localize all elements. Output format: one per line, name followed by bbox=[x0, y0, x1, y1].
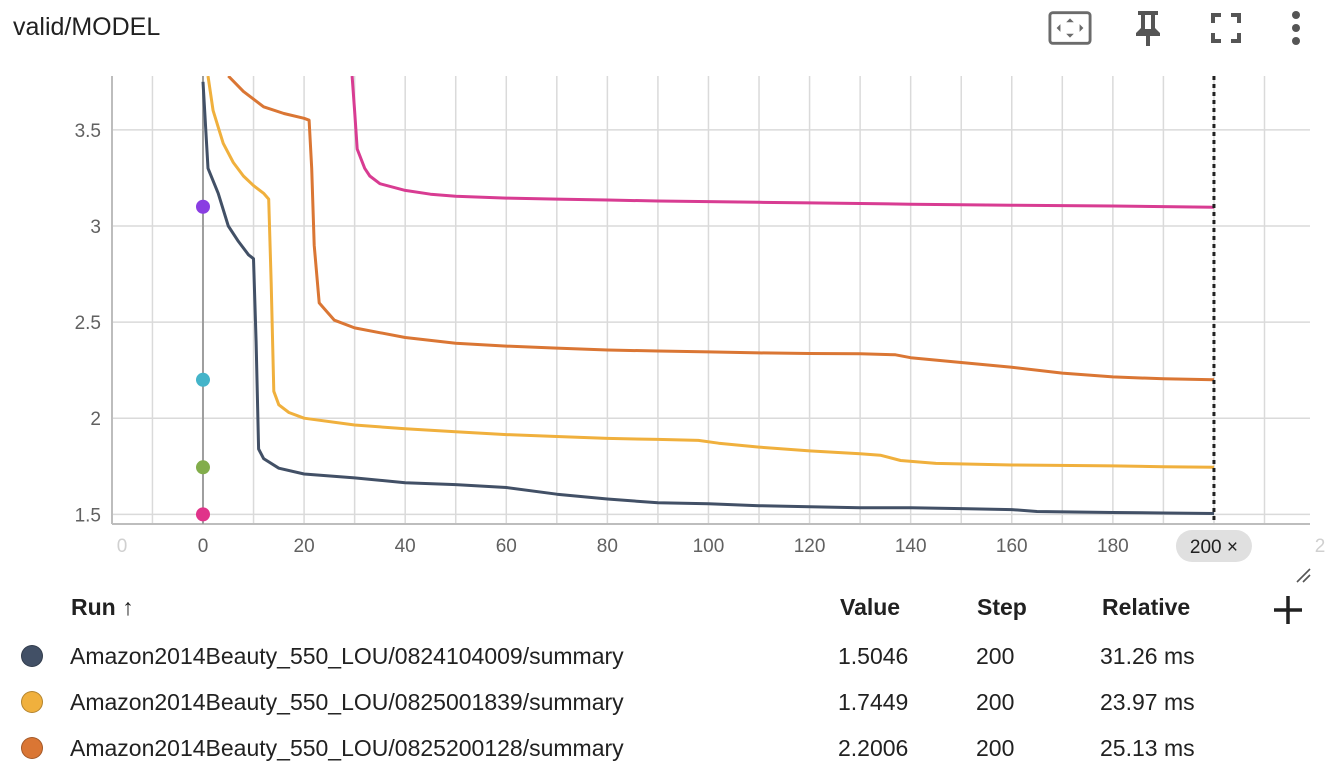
run-value: 2.2006 bbox=[838, 735, 909, 761]
step-cursor[interactable]: 200 × bbox=[1175, 76, 1252, 562]
series-start-dot[interactable] bbox=[195, 507, 210, 522]
y-tick-label: 3 bbox=[90, 217, 101, 238]
run-color-swatch[interactable] bbox=[21, 691, 43, 713]
cursor-chip-label[interactable]: 200 × bbox=[1190, 537, 1238, 558]
line-chart[interactable]: 1.5 2 2.5 3 3.5 0 20 40 60 80 100 120 140 160 180 0 2 20… bbox=[0, 0, 1328, 580]
run-color-swatch[interactable] bbox=[21, 645, 43, 667]
x-tick-label: 2 bbox=[1315, 536, 1326, 557]
table-row[interactable]: Amazon2014Beauty_550_LOU/0825200128/summ… bbox=[0, 725, 1328, 771]
y-tick-label: 2 bbox=[90, 409, 101, 430]
fit-domain-icon bbox=[1048, 11, 1092, 45]
y-tick-label: 2.5 bbox=[75, 313, 101, 334]
run-step: 200 bbox=[976, 689, 1015, 715]
value-column-header[interactable]: Value bbox=[840, 594, 901, 620]
resize-handle-icon[interactable] bbox=[1294, 566, 1312, 584]
y-tick-label: 1.5 bbox=[75, 505, 101, 526]
relative-column-header[interactable]: Relative bbox=[1102, 594, 1191, 620]
series-line-0[interactable] bbox=[201, 81, 1215, 515]
x-tick-label: 60 bbox=[496, 536, 517, 557]
runs-table-header: Run ↑ Value Step Relative bbox=[0, 592, 1328, 626]
x-tick-label: 100 bbox=[693, 536, 725, 557]
table-row[interactable]: Amazon2014Beauty_550_LOU/0824104009/summ… bbox=[0, 633, 1328, 679]
x-tick-label: 120 bbox=[794, 536, 826, 557]
x-tick-label: 20 bbox=[294, 536, 315, 557]
run-column-header[interactable]: Run ↑ bbox=[71, 594, 134, 620]
pin-icon bbox=[1136, 11, 1160, 46]
chart-series bbox=[201, 76, 1215, 515]
x-tick-label: 180 bbox=[1097, 536, 1129, 557]
x-tick-label: 0 bbox=[198, 536, 209, 557]
fullscreen-icon bbox=[1211, 13, 1241, 43]
x-tick-label: 0 bbox=[117, 536, 128, 557]
x-tick-label: 80 bbox=[597, 536, 618, 557]
fullscreen-button[interactable] bbox=[1204, 6, 1248, 50]
table-row[interactable]: Amazon2014Beauty_550_LOU/0825001839/summ… bbox=[0, 679, 1328, 725]
run-relative: 31.26 ms bbox=[1100, 643, 1195, 669]
run-value: 1.5046 bbox=[838, 643, 909, 669]
x-tick-label: 140 bbox=[895, 536, 927, 557]
series-start-dot[interactable] bbox=[195, 460, 210, 475]
series-start-dot[interactable] bbox=[195, 372, 210, 387]
plus-icon[interactable] bbox=[1272, 594, 1304, 626]
run-value: 1.7449 bbox=[838, 689, 909, 715]
cursor-chip[interactable] bbox=[1175, 530, 1252, 562]
run-step: 200 bbox=[976, 643, 1015, 669]
run-color-swatch[interactable] bbox=[21, 737, 43, 759]
run-relative: 25.13 ms bbox=[1100, 735, 1195, 761]
run-name: Amazon2014Beauty_550_LOU/0824104009/summ… bbox=[70, 643, 624, 669]
fit-domain-button[interactable] bbox=[1048, 6, 1092, 50]
series-line-1[interactable] bbox=[206, 76, 1215, 469]
run-step: 200 bbox=[976, 735, 1015, 761]
series-line-2[interactable] bbox=[227, 76, 1215, 382]
chart-start-dots bbox=[195, 199, 210, 522]
pin-button[interactable] bbox=[1126, 6, 1170, 50]
series-line-3[interactable] bbox=[350, 76, 1215, 209]
more-vert-icon bbox=[1292, 11, 1300, 45]
run-name: Amazon2014Beauty_550_LOU/0825001839/summ… bbox=[70, 689, 624, 715]
x-tick-label: 40 bbox=[395, 536, 416, 557]
chart-grid bbox=[112, 76, 1310, 524]
series-start-dot[interactable] bbox=[195, 199, 210, 214]
run-relative: 23.97 ms bbox=[1100, 689, 1195, 715]
run-name: Amazon2014Beauty_550_LOU/0825200128/summ… bbox=[70, 735, 624, 761]
more-options-button[interactable] bbox=[1274, 6, 1318, 50]
card-title: valid/MODEL bbox=[13, 13, 161, 41]
x-tick-label: 160 bbox=[996, 536, 1028, 557]
chart-axes: 1.5 2 2.5 3 3.5 0 20 40 60 80 100 120 140 160 180 0 2 bbox=[75, 76, 1326, 557]
step-column-header[interactable]: Step bbox=[977, 594, 1027, 620]
y-tick-label: 3.5 bbox=[75, 121, 101, 142]
